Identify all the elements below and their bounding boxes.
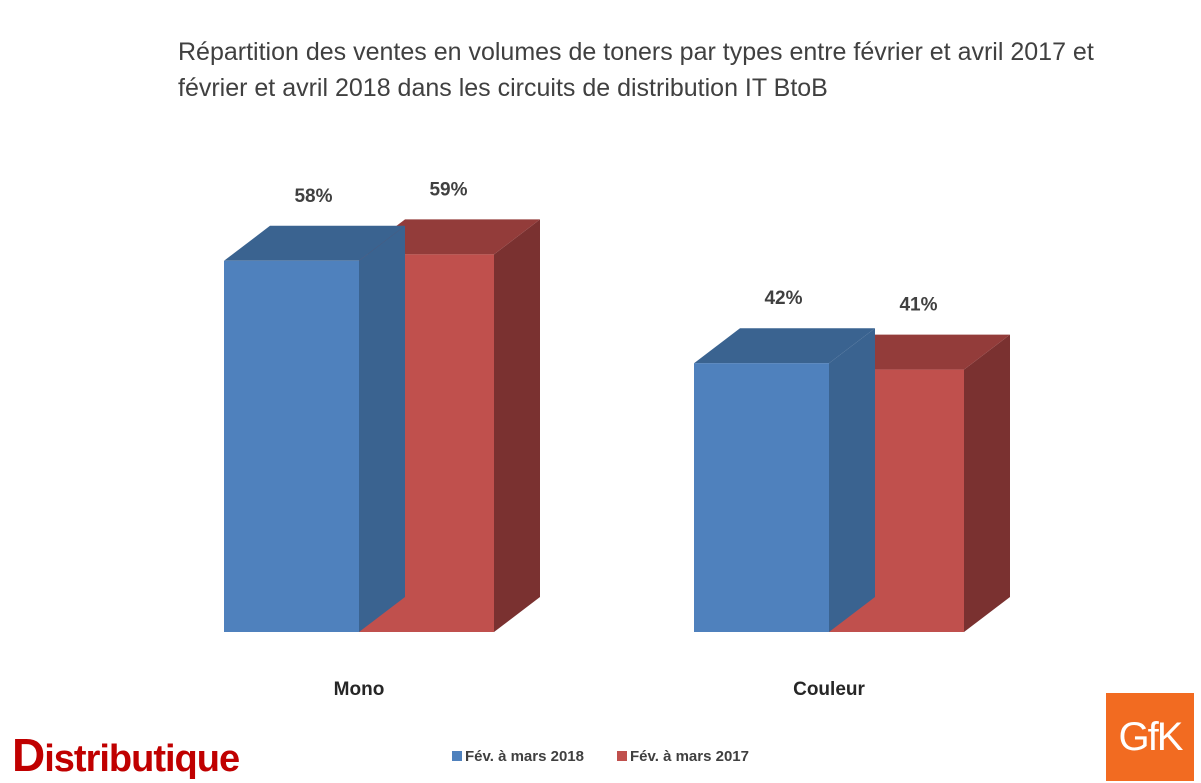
category-label-mono: Mono <box>334 679 385 700</box>
data-label-mono-series-1: 58% <box>294 186 332 207</box>
bar-side <box>494 219 540 632</box>
bar-mono-series-1 <box>224 225 405 633</box>
legend-label: Fév. à mars 2018 <box>465 748 584 765</box>
gfk-logo: GfK <box>1106 693 1194 781</box>
data-label-couleur-series-1: 42% <box>764 288 802 309</box>
distributique-logo: Distributique <box>12 729 240 781</box>
chart-title: Répartition des ventes en volumes de ton… <box>178 38 1094 102</box>
category-label-couleur: Couleur <box>793 679 865 700</box>
bar-top <box>694 328 875 364</box>
bar-side <box>964 334 1010 632</box>
bar-top <box>224 225 405 261</box>
data-label-mono-series-2: 59% <box>429 179 467 200</box>
bar-side <box>359 225 405 633</box>
bar-side <box>829 328 875 632</box>
legend-label: Fév. à mars 2017 <box>630 748 749 765</box>
legend-swatch <box>617 751 627 761</box>
legend-item-1: Fév. à mars 2018 <box>452 748 584 765</box>
legend: Fév. à mars 2018 Fév. à mars 2017 <box>452 748 749 765</box>
bar-couleur-series-1 <box>694 328 875 632</box>
bars-layer <box>224 219 1010 633</box>
bar-front <box>224 260 359 632</box>
legend-swatch <box>452 751 462 761</box>
labels-layer: 59% 58% Mono 41% 42% Couleur <box>294 179 937 700</box>
bar-front <box>694 363 829 632</box>
data-label-couleur-series-2: 41% <box>899 295 937 316</box>
legend-item-2: Fév. à mars 2017 <box>617 748 749 765</box>
